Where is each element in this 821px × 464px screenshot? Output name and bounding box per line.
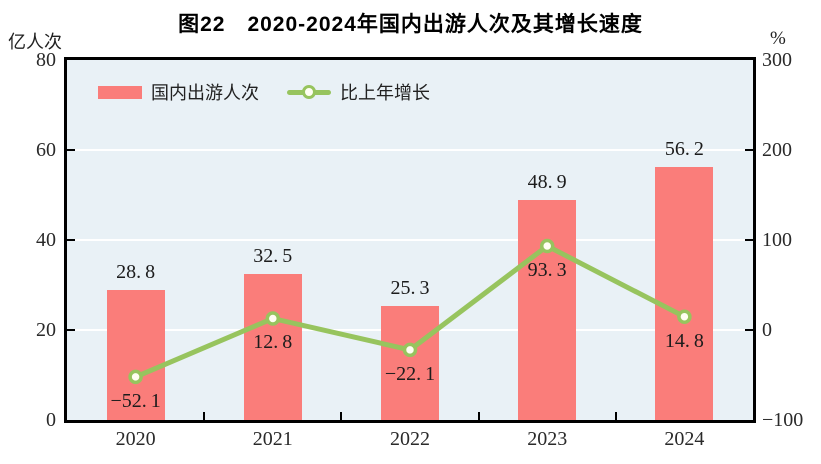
right-tick-label: 200 xyxy=(762,139,792,161)
line-value-label: 12. 8 xyxy=(253,331,293,354)
line-series xyxy=(128,238,692,385)
legend-item-line: 比上年增长 xyxy=(287,79,430,105)
right-tick-label: −100 xyxy=(762,409,804,431)
x-tick-label: 2020 xyxy=(115,428,156,450)
right-axis-unit: % xyxy=(770,28,786,49)
bar-value-label: 48. 9 xyxy=(527,170,567,193)
line-value-label: 93. 3 xyxy=(527,259,567,282)
left-tickmark xyxy=(67,239,75,241)
line-value-label: 14. 8 xyxy=(664,329,704,352)
left-axis-unit: 亿人次 xyxy=(8,32,62,52)
bottom-tickmark xyxy=(203,412,206,420)
chart-title: 图22 2020-2024年国内出游人次及其增长速度 xyxy=(178,13,643,36)
left-tick-label: 40 xyxy=(36,229,56,251)
right-tick-label: 0 xyxy=(762,319,772,341)
x-tick-label: 2024 xyxy=(664,428,705,450)
bar-value-label: 56. 2 xyxy=(664,138,704,161)
left-tick-label: 60 xyxy=(36,139,56,161)
bar-value-label: 32. 5 xyxy=(253,244,293,267)
bar-value-label: 25. 3 xyxy=(390,277,430,300)
bottom-tickmark xyxy=(477,412,480,420)
right-tickmark xyxy=(745,149,753,151)
line-legend-swatch-icon xyxy=(287,85,331,99)
left-tickmark xyxy=(67,149,75,151)
x-tick-label: 2022 xyxy=(390,428,430,450)
legend-label-line: 比上年增长 xyxy=(340,83,430,103)
legend: 国内出游人次 比上年增长 xyxy=(98,79,430,105)
left-tick-label: 80 xyxy=(36,49,56,71)
bar-2022 xyxy=(381,306,439,420)
right-tickmark xyxy=(745,329,753,331)
bar-2020 xyxy=(106,290,165,420)
bar-2021 xyxy=(243,273,302,420)
bar-value-label: 28. 8 xyxy=(116,261,156,284)
line-value-label: −22. 1 xyxy=(384,362,436,385)
left-tick-label: 0 xyxy=(46,409,56,431)
bar-2023 xyxy=(518,199,577,420)
left-tickmark xyxy=(67,329,75,331)
bar-2024 xyxy=(655,167,714,420)
right-tick-label: 300 xyxy=(762,49,792,71)
line-marker-icon xyxy=(302,85,316,99)
bar-legend-swatch-icon xyxy=(98,85,142,99)
plot-area: 28. 8 32. 5 25. 3 48. 9 56. 2 −52. 1 12. 8 −22.… xyxy=(64,57,756,423)
x-tick-label: 2021 xyxy=(252,428,293,450)
bottom-tickmark xyxy=(340,412,343,420)
right-tick-label: 100 xyxy=(762,229,792,251)
bottom-tickmark xyxy=(614,412,617,420)
line-value-label: −52. 1 xyxy=(110,389,161,412)
legend-label-bar: 国内出游人次 xyxy=(151,83,259,103)
left-tick-label: 20 xyxy=(36,319,56,341)
right-tickmark xyxy=(745,239,753,241)
gridline xyxy=(67,239,753,241)
x-tick-label: 2023 xyxy=(527,428,568,450)
gridline xyxy=(67,149,753,151)
legend-item-bar: 国内出游人次 xyxy=(98,79,259,105)
